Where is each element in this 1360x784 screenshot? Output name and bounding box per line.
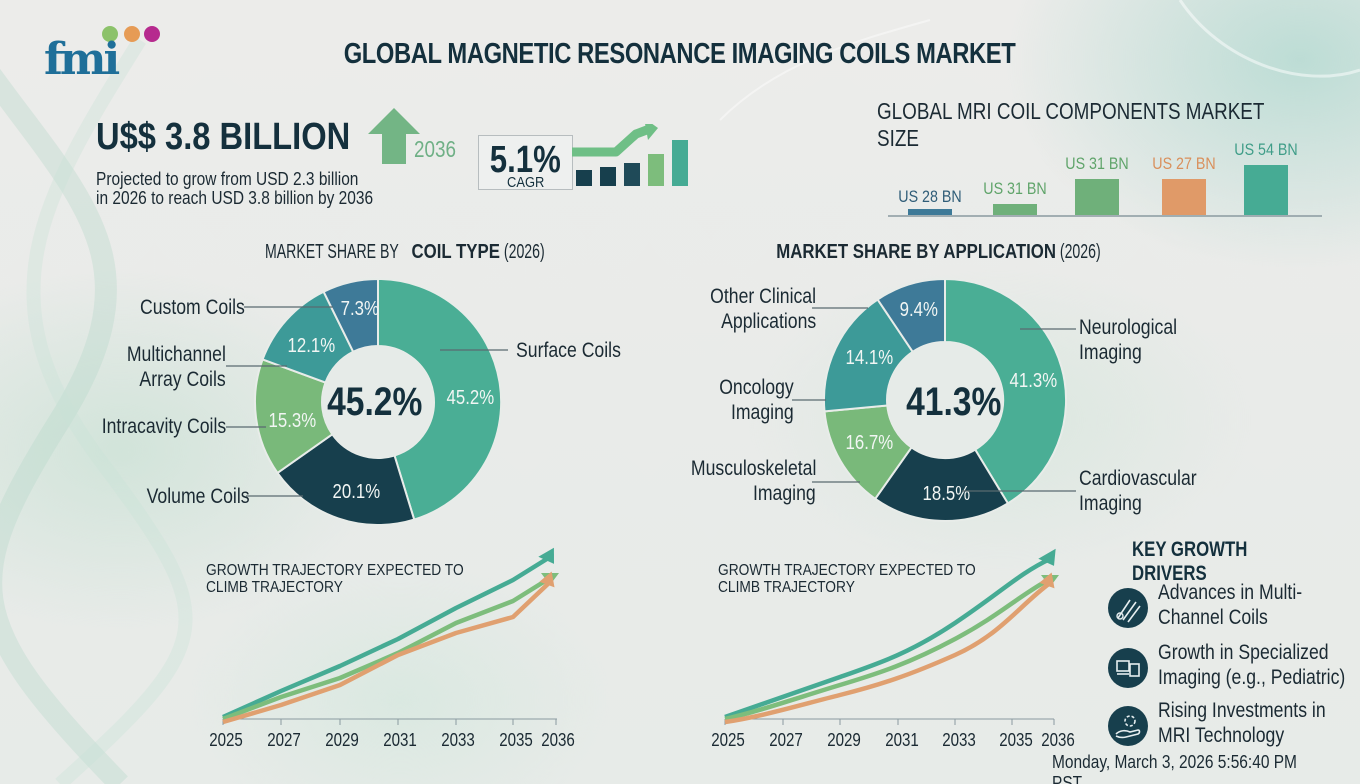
multichannel-coil-icon bbox=[1108, 588, 1148, 628]
slice-label-other-clinical: 9.4% bbox=[899, 299, 938, 321]
slice-label-intracavity: 15.3% bbox=[268, 410, 317, 432]
coil-type-donut-chart bbox=[254, 277, 503, 527]
specialized-imaging-icon bbox=[1108, 648, 1148, 688]
slice-label-neurological: 41.3% bbox=[1009, 370, 1058, 392]
slice-label-surface: 45.2% bbox=[446, 387, 495, 409]
timestamp: Monday, March 3, 2026 5:56:40 PM PST bbox=[1052, 752, 1297, 784]
slice-label-custom: 7.3% bbox=[340, 298, 379, 320]
application-chart-title: MARKET SHARE BY APPLICATION (2026) bbox=[775, 241, 1101, 263]
logo-dot-orange-icon bbox=[124, 26, 140, 42]
driver-item-investments: Rising Investments in MRI Technology bbox=[1108, 698, 1360, 750]
application-donut-chart bbox=[822, 277, 1068, 522]
bar-1 bbox=[908, 209, 952, 215]
x-tick: 2029 bbox=[827, 730, 861, 750]
x-tick: 2029 bbox=[325, 730, 359, 750]
x-tick: 2035 bbox=[999, 730, 1033, 750]
x-tick: 2033 bbox=[441, 730, 475, 750]
mri-components-bar-chart: US 28 BN US 31 BN US 31 BN US 27 BN US 5… bbox=[888, 141, 1322, 217]
growth-trajectory-chart-right bbox=[724, 548, 1059, 725]
application-center-value: 41.3% bbox=[906, 380, 1002, 424]
label-neurological-imaging: Neurological Imaging bbox=[1079, 316, 1178, 364]
logo-text: fmi bbox=[44, 34, 120, 85]
coil-type-leader-lines bbox=[226, 306, 508, 497]
svg-text:US 28 BN: US 28 BN bbox=[898, 188, 961, 206]
x-tick: 2035 bbox=[499, 730, 533, 750]
label-other-clinical-applications: Other Clinical Applications bbox=[710, 285, 816, 333]
label-surface-coils: Surface Coils bbox=[516, 339, 621, 362]
logo-dot-magenta-icon bbox=[144, 26, 160, 42]
x-tick: 2033 bbox=[942, 730, 976, 750]
driver-item-multichannel: Advances in Multi- Channel Coils bbox=[1108, 580, 1360, 632]
up-arrow-icon bbox=[368, 108, 420, 164]
x-tick: 2036 bbox=[541, 730, 575, 750]
slice-label-multichannel: 12.1% bbox=[287, 335, 336, 357]
market-value-headline: U$$ 3.8 BILLION bbox=[96, 116, 351, 158]
svg-text:US 31 BN: US 31 BN bbox=[983, 180, 1046, 198]
projection-subtitle: Projected to grow from USD 2.3 billion i… bbox=[96, 169, 374, 208]
target-year: 2036 bbox=[414, 136, 456, 162]
x-tick: 2027 bbox=[267, 730, 301, 750]
bar-4 bbox=[1162, 179, 1206, 215]
label-musculoskeletal-imaging: Musculoskeletal Imaging bbox=[690, 457, 816, 505]
label-custom-coils: Custom Coils bbox=[140, 296, 245, 319]
page-title: GLOBAL MAGNETIC RESONANCE IMAGING COILS … bbox=[344, 38, 1016, 70]
bar-5 bbox=[1244, 165, 1288, 215]
slice-label-oncology: 14.1% bbox=[845, 347, 894, 369]
x-tick: 2031 bbox=[885, 730, 919, 750]
x-tick: 2027 bbox=[769, 730, 803, 750]
x-tick: 2031 bbox=[383, 730, 417, 750]
mri-components-title: GLOBAL MRI COIL COMPONENTS MARKET SIZE bbox=[877, 98, 1265, 151]
growth-trajectory-title-right: GROWTH TRAJECTORY EXPECTED TO CLIMB TRAJE… bbox=[718, 562, 976, 596]
x-tick: 2025 bbox=[209, 730, 243, 750]
growth-trajectory-chart-left bbox=[222, 547, 559, 725]
label-cardiovascular-imaging: Cardiovascular Imaging bbox=[1079, 467, 1197, 515]
fmi-logo: fmi bbox=[44, 22, 160, 85]
x-tick: 2025 bbox=[711, 730, 745, 750]
growth-bars-arrow-icon bbox=[572, 124, 688, 186]
label-oncology-imaging: Oncology Imaging bbox=[719, 376, 794, 424]
svg-text:US 54 BN: US 54 BN bbox=[1234, 141, 1297, 159]
growth-x-axis-left: 2025 2027 2029 2031 2033 2035 2036 bbox=[204, 728, 594, 750]
cagr-value: 5.1% bbox=[489, 139, 562, 181]
label-multichannel-array-coils: Multichannel Array Coils bbox=[126, 343, 226, 391]
investment-gear-hand-icon bbox=[1108, 706, 1148, 746]
coil-type-center-value: 45.2% bbox=[327, 380, 423, 424]
cagr-box: 5.1% CAGR bbox=[478, 135, 573, 191]
key-growth-drivers-title: KEY GROWTH DRIVERS bbox=[1132, 538, 1248, 585]
svg-text:US 31 BN: US 31 BN bbox=[1065, 155, 1128, 173]
slice-label-cardiovascular: 18.5% bbox=[922, 483, 971, 505]
slice-label-musculoskeletal: 16.7% bbox=[845, 432, 894, 454]
driver-item-specialized-imaging: Growth in Specialized Imaging (e.g., Pedi… bbox=[1108, 640, 1360, 692]
growth-x-axis-right: 2025 2027 2029 2031 2033 2035 2036 bbox=[708, 728, 1098, 750]
slice-label-volume: 20.1% bbox=[332, 481, 381, 503]
label-volume-coils: Volume Coils bbox=[147, 485, 250, 508]
svg-text:US 27 BN: US 27 BN bbox=[1152, 155, 1215, 173]
x-tick: 2036 bbox=[1041, 730, 1075, 750]
bar-2 bbox=[993, 204, 1037, 215]
coil-type-chart-title: MARKET SHARE BY COIL TYPE (2026) bbox=[264, 241, 545, 263]
logo-dot-green-icon bbox=[102, 26, 118, 42]
growth-trajectory-title-left: GROWTH TRAJECTORY EXPECTED TO CLIMB TRAJE… bbox=[206, 562, 464, 596]
cagr-label: CAGR bbox=[506, 174, 545, 191]
application-leader-lines bbox=[792, 307, 1076, 492]
label-intracavity-coils: Intracavity Coils bbox=[101, 415, 226, 438]
bar-3 bbox=[1075, 179, 1119, 215]
